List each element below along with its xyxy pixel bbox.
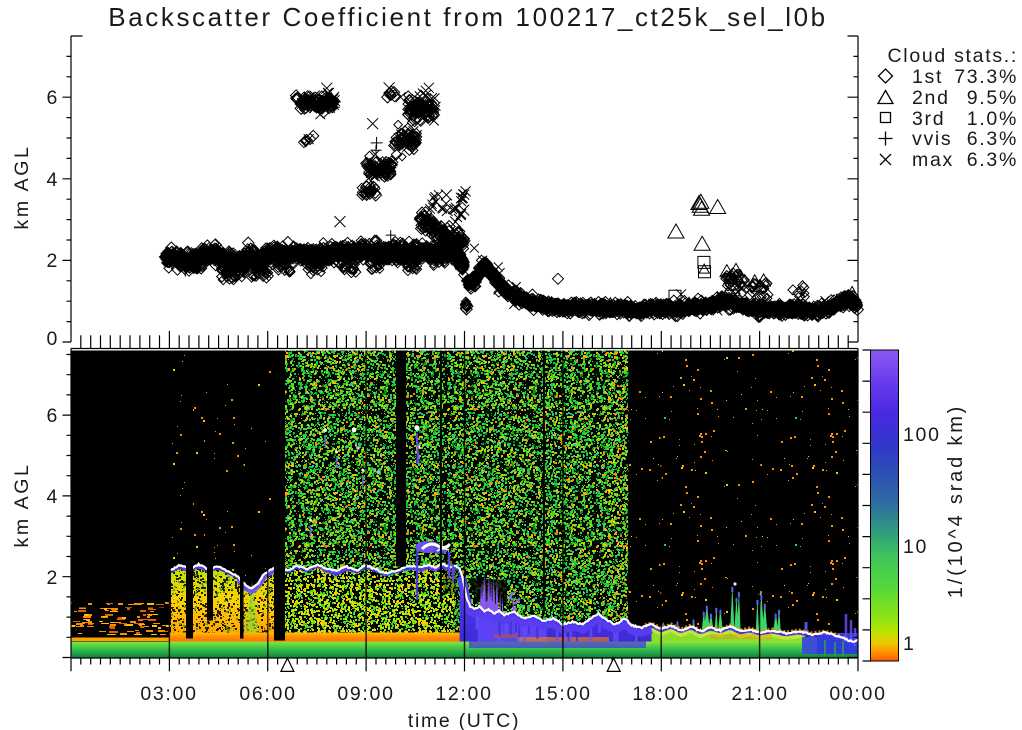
- svg-text:03:00: 03:00: [140, 683, 197, 705]
- svg-text:18:00: 18:00: [632, 683, 689, 705]
- svg-text:4: 4: [46, 169, 59, 191]
- svg-text:06:00: 06:00: [239, 683, 296, 705]
- svg-text:1: 1: [903, 633, 916, 655]
- svg-text:100: 100: [903, 424, 941, 446]
- svg-text:2: 2: [46, 250, 59, 272]
- svg-text:3rd: 3rd: [912, 108, 945, 130]
- svg-text:1.0%: 1.0%: [967, 108, 1018, 130]
- svg-text:0: 0: [46, 328, 59, 350]
- svg-text:max: max: [912, 149, 954, 171]
- svg-text:6.3%: 6.3%: [967, 149, 1018, 171]
- svg-text:2: 2: [46, 567, 59, 589]
- svg-text:73.3%: 73.3%: [954, 66, 1018, 88]
- svg-text:4: 4: [46, 486, 59, 508]
- svg-text:9.5%: 9.5%: [967, 87, 1018, 109]
- svg-text:6: 6: [46, 405, 59, 427]
- svg-text:Backscatter Coefficient from 1: Backscatter Coefficient from 100217_ct25…: [108, 2, 827, 32]
- svg-text:15:00: 15:00: [534, 683, 591, 705]
- svg-text:1st: 1st: [912, 66, 943, 88]
- svg-text:1/(10^4 srad km): 1/(10^4 srad km): [945, 404, 967, 598]
- svg-text:Cloud stats.:: Cloud stats.:: [888, 45, 1018, 67]
- svg-text:21:00: 21:00: [731, 683, 788, 705]
- svg-text:vvis: vvis: [912, 128, 952, 150]
- svg-text:00:00: 00:00: [829, 683, 886, 705]
- svg-text:time (UTC): time (UTC): [408, 710, 520, 730]
- svg-text:10: 10: [903, 536, 928, 558]
- svg-text:2nd: 2nd: [912, 87, 950, 109]
- svg-text:09:00: 09:00: [337, 683, 394, 705]
- svg-text:12:00: 12:00: [435, 683, 492, 705]
- svg-text:km AGL: km AGL: [11, 463, 33, 548]
- svg-text:km AGL: km AGL: [11, 145, 33, 230]
- svg-text:6: 6: [46, 87, 59, 109]
- svg-text:6.3%: 6.3%: [967, 128, 1018, 150]
